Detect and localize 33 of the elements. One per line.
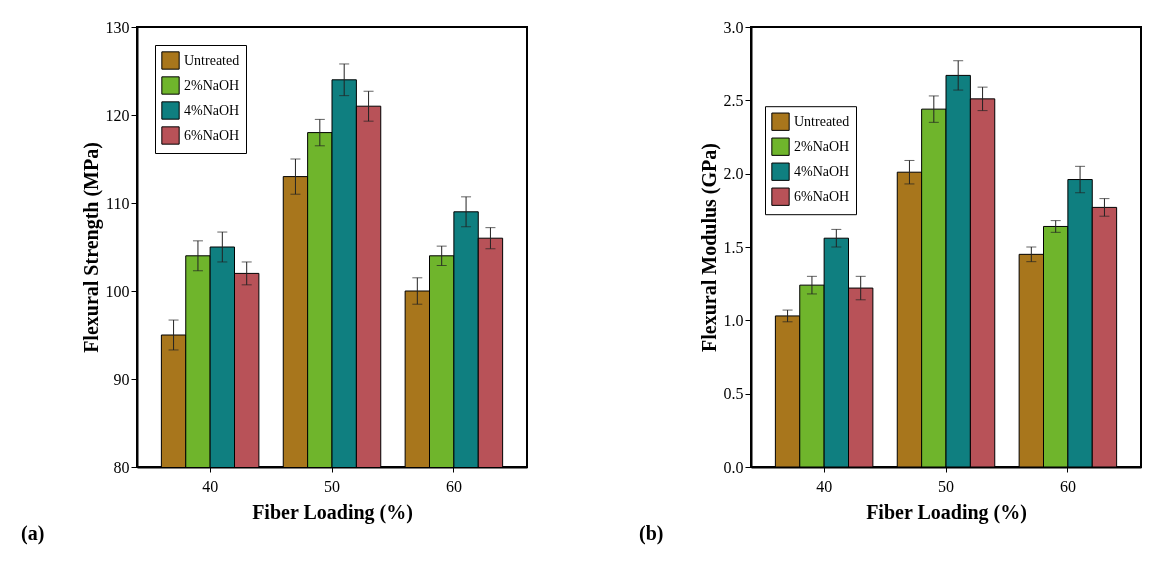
legend-label: 2%NaOH (794, 138, 850, 154)
x-tick-label: 40 (816, 477, 833, 495)
text: (a) (21, 522, 45, 545)
x-axis-title: Fiber Loading (%) (252, 500, 413, 524)
legend-label: Untreated (184, 52, 240, 68)
y-tick-label: 130 (105, 18, 130, 36)
y-tick-label: 80 (113, 458, 130, 476)
y-tick-label: 120 (105, 106, 130, 124)
y-tick-label: 90 (113, 370, 130, 388)
y-tick-label: 100 (105, 282, 130, 300)
y-tick-label: 0.0 (723, 458, 744, 476)
legend-label: 6%NaOH (184, 127, 240, 143)
y-tick-label: 0.5 (723, 385, 744, 403)
text: (b) (639, 522, 664, 545)
legend-label: 4%NaOH (184, 102, 240, 118)
y-tick-label: 1.5 (723, 238, 744, 256)
x-tick-label: 60 (445, 477, 462, 495)
y-axis-title: Flexural Modulus (GPa) (697, 143, 721, 352)
x-axis-title: Fiber Loading (%) (866, 500, 1027, 524)
y-tick-label: 110 (106, 194, 130, 212)
y-axis-title: Flexural Strength (MPa) (79, 142, 103, 353)
x-tick-label: 40 (202, 477, 219, 495)
legend-label: 4%NaOH (794, 163, 850, 179)
legend-label: 2%NaOH (184, 77, 240, 93)
x-tick-label: 50 (938, 477, 954, 495)
y-tick-label: 2.5 (723, 91, 744, 109)
x-tick-label: 60 (1059, 477, 1076, 495)
y-tick-label: 1.0 (723, 311, 744, 329)
x-tick-label: 50 (324, 477, 340, 495)
legend-label: Untreated (794, 113, 850, 129)
y-tick-label: 3.0 (723, 18, 744, 36)
legend-label: 6%NaOH (794, 188, 850, 204)
y-tick-label: 2.0 (723, 165, 744, 183)
